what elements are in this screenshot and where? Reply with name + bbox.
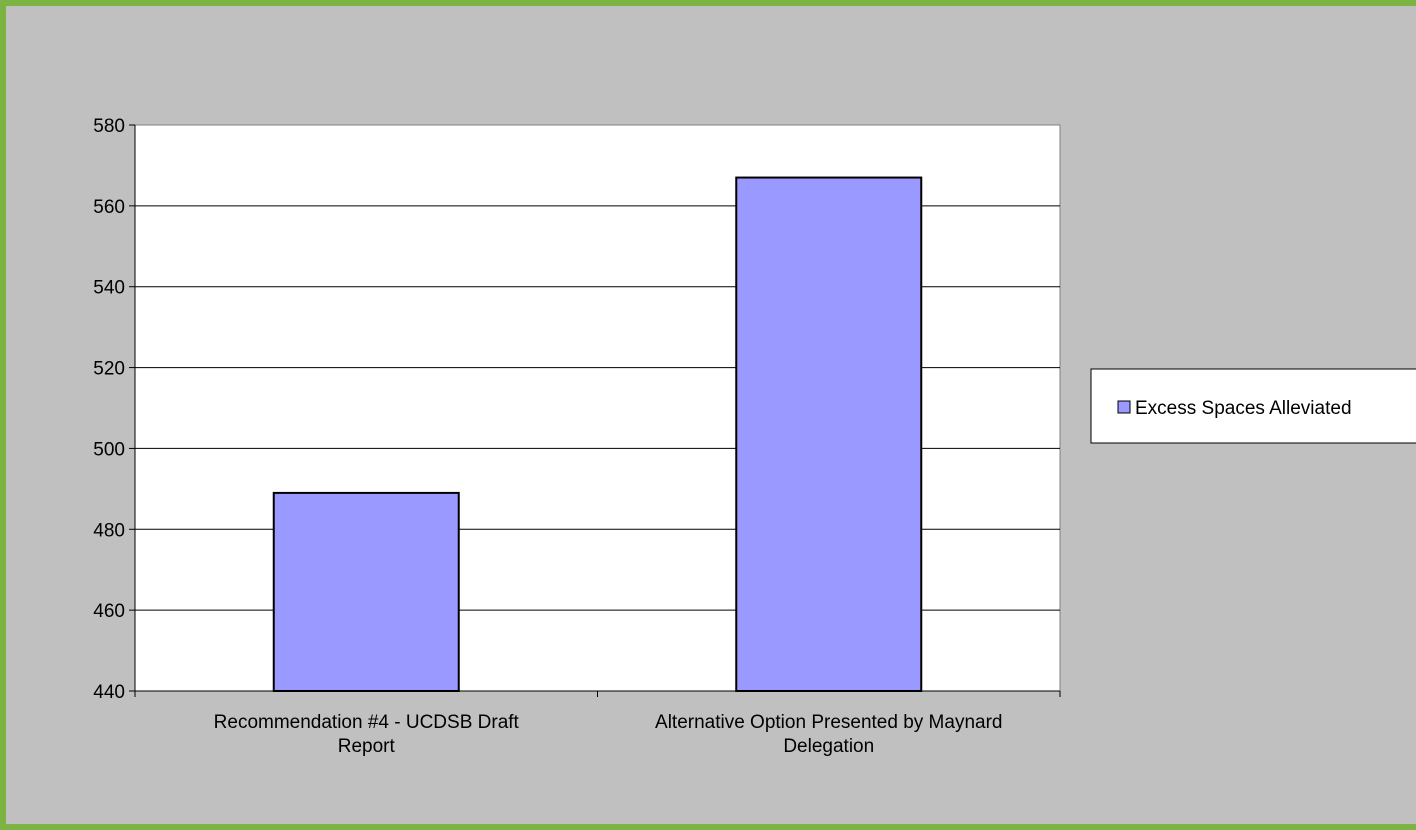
x-category-label: Report [338,736,396,757]
y-tick-label: 520 [93,359,125,380]
y-tick-labels: 440 460 480 500 520 540 560 580 [93,116,125,703]
x-category-label: Delegation [783,736,874,757]
y-tick-label: 560 [93,197,125,218]
x-category-label: Alternative Option Presented by Maynard [655,712,1002,733]
bar [272,491,460,692]
bar [735,176,923,693]
y-tick-label: 540 [93,278,125,299]
legend: Excess Spaces Alleviated [1090,368,1416,444]
y-tick-label: 440 [93,682,125,703]
legend-swatch [1117,400,1131,414]
x-category-label: Recommendation #4 - UCDSB Draft [214,712,520,733]
y-tick-label: 580 [93,116,125,137]
y-tick-label: 480 [93,520,125,541]
legend-label: Excess Spaces Alleviated [1135,398,1352,419]
y-tick-label: 500 [93,439,125,460]
x-tick-labels: Recommendation #4 - UCDSB Draft Report Alt… [214,712,1003,757]
axes [129,124,1061,697]
legend-box [1090,368,1416,444]
y-tick-label: 460 [93,601,125,622]
